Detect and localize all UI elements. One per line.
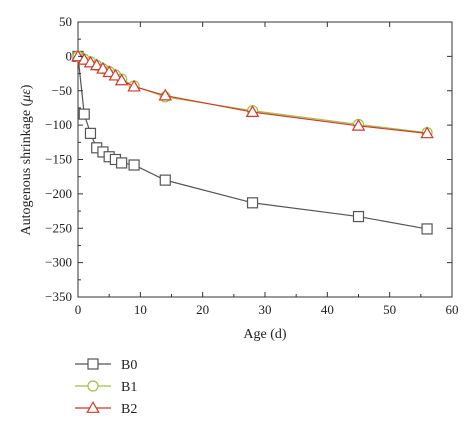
series-b0-point: [352, 210, 365, 223]
series-b2: [71, 49, 434, 139]
x-tick-label: 20: [196, 302, 209, 317]
legend-marker-b0: [87, 358, 99, 370]
y-axis-title-suffix: ): [19, 84, 34, 89]
y-tick-label: 0: [66, 48, 73, 63]
legend-marker-b1: [87, 380, 99, 392]
x-tick-label: 50: [383, 302, 396, 317]
y-tick-label: −250: [45, 220, 72, 235]
series-b0: [72, 50, 433, 235]
x-tick-label: 40: [321, 302, 334, 317]
y-tick-label: −100: [45, 117, 72, 132]
series-b2-line: [77, 55, 428, 134]
y-axis-title-symbol: με: [19, 89, 34, 103]
series-b2-point: [420, 126, 434, 139]
series-b0-point: [116, 157, 128, 169]
y-axis-title: Autogenous shrinkage (με): [19, 84, 34, 235]
series-b0-point: [421, 223, 433, 235]
series-b0-point: [159, 174, 171, 186]
series-b2-point: [108, 68, 123, 81]
series-b2-point: [351, 118, 366, 131]
legend-item-b1: B1: [75, 380, 137, 395]
x-tick-label: 60: [446, 302, 459, 317]
series-b2-point: [158, 88, 173, 101]
series-b1: [72, 50, 433, 139]
series-b2-point: [127, 79, 141, 92]
y-tick-label: −150: [45, 152, 72, 167]
legend-label-b0: B0: [121, 358, 137, 373]
legend-label-b1: B1: [121, 380, 137, 395]
y-tick-label: −200: [45, 186, 72, 201]
legend: B0 B1 B2: [75, 358, 137, 417]
series-b1-line: [77, 55, 428, 134]
series-layer: [71, 49, 434, 235]
x-axis-title: Age (d): [243, 327, 286, 342]
series-b2-point: [96, 61, 110, 74]
x-tick-label: 10: [134, 302, 147, 317]
y-tick-label: −300: [45, 255, 72, 270]
series-b2-point: [114, 73, 129, 86]
x-tick-label: 30: [259, 302, 272, 317]
series-b0-point: [246, 197, 259, 209]
legend-marker-b2: [86, 401, 100, 413]
legend-item-b0: B0: [75, 358, 137, 373]
y-tick-label: −50: [52, 83, 72, 98]
y-tick-label: 50: [59, 14, 72, 29]
legend-item-b2: B2: [75, 401, 137, 417]
series-b0-point: [78, 108, 90, 120]
axis-layer: 0 10 20 30 40 50 60 50 0 −50 −100 −150 −200 −250 −300 −…: [45, 14, 458, 317]
x-tick-label: 0: [75, 302, 82, 317]
series-b0-point: [84, 127, 97, 139]
series-b2-point: [245, 105, 260, 117]
y-tick-label: −350: [45, 289, 72, 304]
y-axis-title-prefix: Autogenous shrinkage (: [19, 101, 34, 235]
series-b0-point: [128, 159, 140, 171]
series-b2-point: [71, 49, 85, 62]
legend-label-b2: B2: [121, 402, 137, 417]
series-b2-point: [89, 58, 104, 71]
series-b2-point: [102, 65, 116, 78]
